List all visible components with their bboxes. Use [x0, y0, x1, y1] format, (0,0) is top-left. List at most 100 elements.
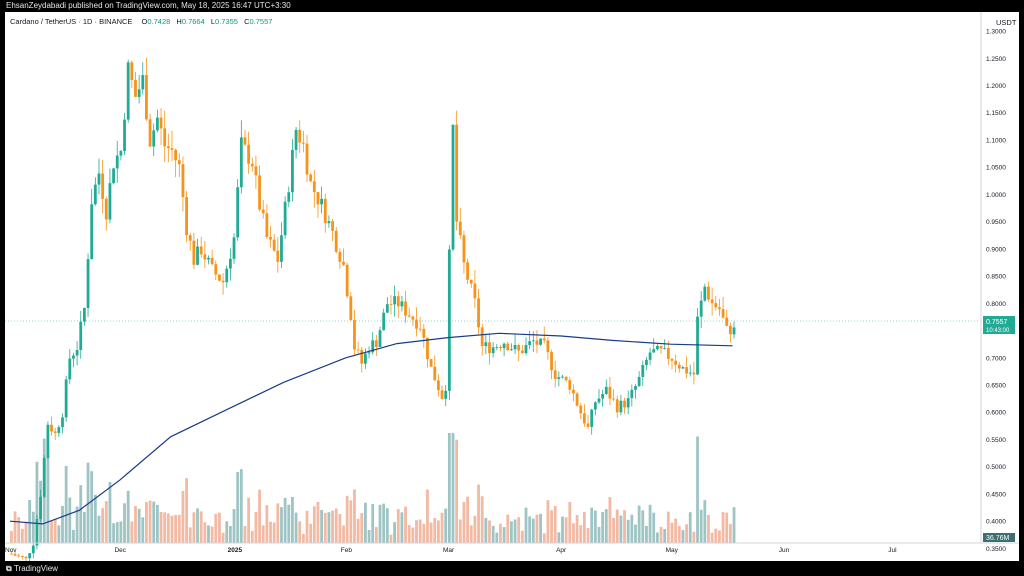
volume-bar: [364, 502, 367, 543]
candle-body: [39, 496, 42, 520]
candle-body: [433, 366, 437, 381]
candle-body: [484, 342, 488, 347]
candle-body: [462, 235, 466, 263]
volume-bar: [666, 511, 670, 543]
candle-body: [82, 307, 86, 322]
price-axis[interactable]: 1.3000 1.2500 1.2000 1.1500 1.1000 1.0500 1.00…: [986, 29, 1006, 553]
volume-bar: [312, 506, 316, 543]
time-axis[interactable]: Nov Dec 2025 Feb Mar Apr May Jun Jul: [5, 547, 897, 554]
candle-body: [568, 380, 572, 390]
volume-bar: [192, 512, 196, 543]
candle-body: [586, 423, 590, 427]
candle-body: [670, 358, 674, 361]
tradingview-logo-icon[interactable]: ⧉: [6, 564, 14, 573]
volume-bar: [61, 505, 64, 543]
y-tick-label: 1.1000: [986, 137, 1006, 144]
candle-body: [152, 130, 156, 147]
x-tick-label: Feb: [341, 547, 353, 554]
candle-body: [415, 319, 418, 329]
volume-bar: [586, 528, 590, 543]
volume-bar: [367, 530, 371, 543]
candle-body: [320, 198, 324, 205]
volume-bar: [316, 501, 320, 543]
y-tick-label: 0.7000: [986, 355, 1006, 362]
volume-bar: [725, 512, 729, 543]
candle-body: [236, 187, 240, 238]
candle-body: [148, 119, 152, 147]
volume-bars: [10, 433, 736, 543]
volume-bar: [353, 489, 356, 543]
candle-body: [305, 143, 309, 175]
volume-bar: [327, 512, 331, 543]
volume-bar: [579, 525, 583, 543]
volume-bar: [280, 507, 283, 543]
candle-body: [714, 303, 718, 308]
x-tick-label: May: [666, 547, 679, 554]
candle-body: [385, 304, 389, 313]
candle-body: [10, 553, 13, 555]
candle-body: [542, 338, 546, 341]
symbol-name[interactable]: Cardano / TetherUS · 1D · BINANCE: [10, 17, 133, 26]
candle-body: [243, 137, 247, 145]
candle-body: [192, 240, 196, 265]
candle-body: [309, 174, 313, 182]
volume-bar: [64, 465, 68, 543]
candle-body: [250, 163, 254, 167]
open-key: O: [141, 17, 148, 26]
volume-bar: [728, 524, 732, 543]
candle-body: [539, 338, 542, 345]
volume-bar: [108, 482, 112, 543]
candle-body: [451, 124, 455, 250]
candle-body: [550, 352, 553, 371]
volume-bar: [564, 517, 568, 543]
candle-body: [239, 137, 243, 188]
volume-bar: [404, 506, 407, 543]
volume-bar: [575, 515, 579, 543]
volume-bar: [338, 513, 342, 543]
volume-bar: [458, 519, 462, 543]
candle-body: [721, 309, 725, 318]
candle-body: [214, 264, 218, 275]
candle-body: [177, 160, 181, 165]
y-tick-label: 0.6500: [986, 383, 1006, 390]
volume-bar: [685, 524, 688, 543]
volume-bar: [553, 506, 557, 543]
candle-body: [327, 221, 331, 224]
volume-bar: [228, 525, 232, 543]
x-tick-label: Nov: [5, 547, 17, 554]
volume-bar: [681, 530, 685, 543]
volume-bar: [152, 501, 156, 543]
candle-body: [345, 264, 349, 297]
volume-bar: [637, 505, 641, 543]
volume-bar: [323, 512, 327, 543]
candle-body: [35, 519, 39, 546]
y-tick-label: 1.3000: [986, 29, 1006, 36]
volume-bar: [221, 532, 225, 543]
volume-bar: [674, 518, 678, 543]
candle-body: [265, 213, 269, 238]
candle-body: [728, 325, 732, 335]
candle-body: [699, 300, 703, 317]
volume-bar: [210, 526, 214, 543]
candle-body: [593, 402, 597, 410]
volume-bar: [247, 497, 251, 543]
volume-bar: [294, 512, 298, 543]
volume-bar: [524, 507, 528, 543]
volume-bar: [10, 530, 13, 543]
volume-bar: [236, 471, 240, 543]
volume-bar: [159, 512, 163, 543]
candle-body: [20, 555, 24, 557]
volume-bar: [53, 518, 57, 543]
candle-body: [134, 79, 137, 97]
candle-body: [458, 221, 462, 236]
candle-body: [181, 164, 185, 198]
volume-bar: [199, 511, 203, 543]
volume-bar: [462, 501, 466, 543]
volume-bar: [309, 523, 313, 543]
candle-body: [557, 377, 561, 379]
candle-body: [374, 340, 378, 347]
candle-body: [528, 341, 532, 346]
candle-body: [291, 149, 294, 193]
candle-body: [582, 413, 586, 424]
